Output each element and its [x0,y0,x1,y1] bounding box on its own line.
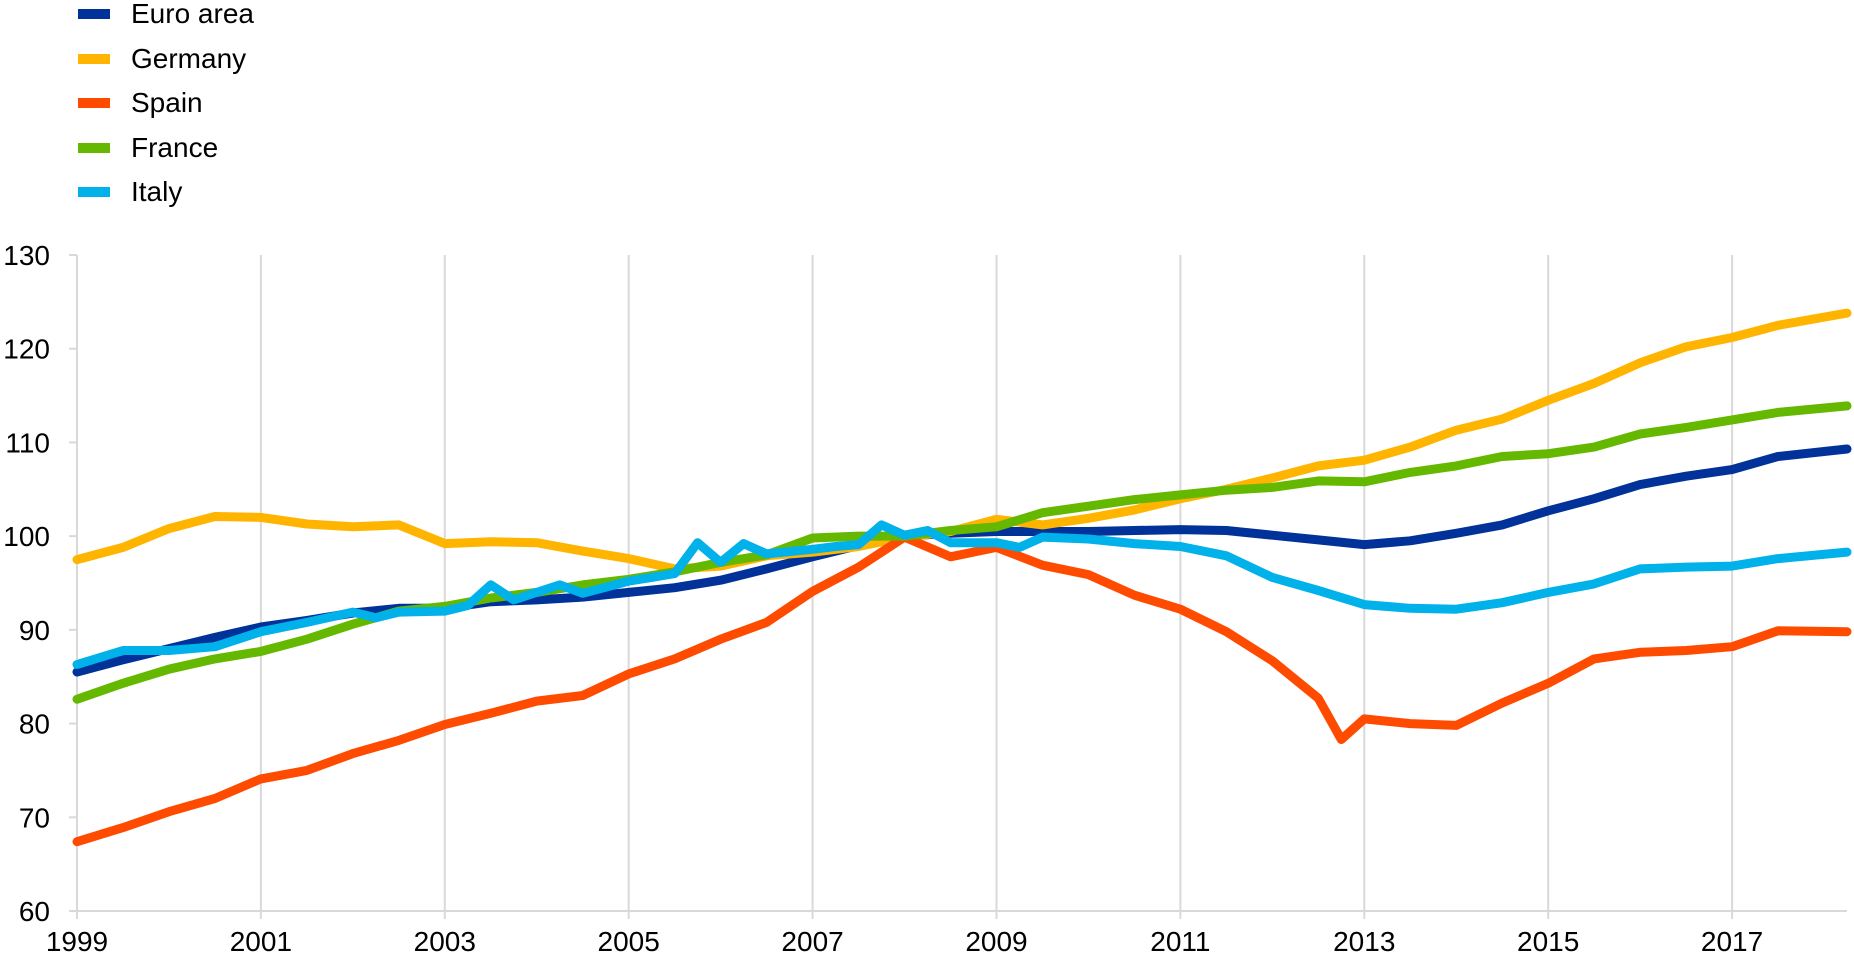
series-line-italy [72,520,1852,669]
legend-label-spain: Spain [131,87,203,118]
legend-label-euro-area: Euro area [131,0,254,29]
chart-legend: Euro area Germany Spain France Italy [0,0,320,220]
y-tick-label-130: 130 [3,240,50,271]
axes [69,254,1847,919]
tick-labels: 1999 2001 2003 2005 2007 2009 2011 2013 2015 2017… [3,240,1763,957]
x-tick-label-2003: 2003 [414,926,476,957]
series-line-spain [72,532,1852,847]
legend-swatch-france [78,142,110,153]
legend-swatch-euro-area [78,9,110,19]
legend-label-france: France [131,131,219,163]
x-tick-label-2017: 2017 [1701,926,1763,957]
grid-lines [259,255,1734,911]
legend-label-germany: Germany [131,42,247,74]
x-tick-label-2009: 2009 [965,926,1027,957]
x-tick-label-2015: 2015 [1517,926,1579,957]
y-tick-label-70: 70 [19,802,50,833]
legend-label-italy: Italy [131,176,183,207]
x-tick-label-2013: 2013 [1333,926,1395,957]
y-tick-label-100: 100 [3,521,50,552]
y-tick-label-60: 60 [19,896,50,927]
legend-swatch-germany [78,53,110,64]
x-tick-label-2005: 2005 [598,926,660,957]
x-tick-label-1999: 1999 [46,926,108,957]
legend-swatch-italy [78,187,110,197]
x-tick-label-2011: 2011 [1150,926,1210,957]
y-tick-label-120: 120 [3,334,50,365]
x-tick-label-2007: 2007 [781,926,843,957]
series-lines [72,308,1852,847]
x-tick-label-2001: 2001 [230,926,292,957]
series-line-euro-area [72,444,1852,677]
legend-swatch-spain [78,98,110,108]
y-tick-label-90: 90 [19,615,50,646]
y-tick-label-110: 110 [5,427,50,458]
y-tick-label-80: 80 [19,709,50,740]
